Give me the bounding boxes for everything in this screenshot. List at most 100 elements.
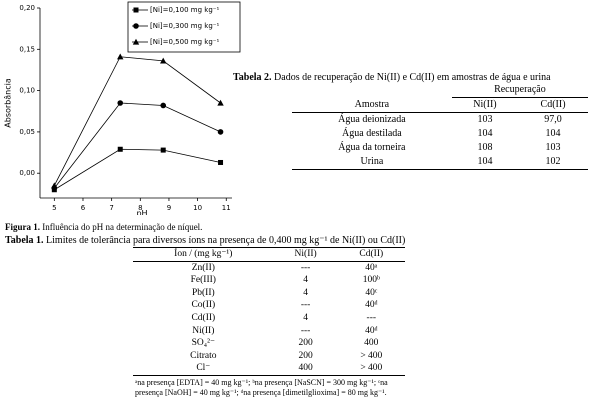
table1-title-text: Limites de tolerância para diversos íons…: [46, 235, 406, 246]
table-cell: > 400: [337, 362, 405, 376]
table-row: Fe(III) 4 100ᵇ: [133, 274, 405, 287]
table-cell: 4: [303, 275, 308, 286]
point: [117, 100, 124, 106]
table-cell: 400: [273, 362, 338, 376]
table-cell: > 400: [360, 350, 383, 361]
table-row: Pb(II) 4 40ᶜ: [133, 287, 405, 300]
table-cell: 104: [545, 128, 561, 139]
x-tick-label: 11: [222, 204, 231, 212]
y-tick-label: 0,10: [19, 87, 35, 95]
y-tick-label: 0,00: [19, 169, 35, 177]
table-cell: Água destilada: [342, 128, 402, 139]
table-cell: 40ᶜ: [365, 287, 378, 298]
legend-label: [Ni]=0,500 mg kg⁻¹: [150, 38, 219, 46]
table1-footnote: ᵃna presença [EDTA] = 40 mg kg⁻¹; ᵇna pr…: [135, 378, 388, 397]
series-line: [54, 148, 221, 191]
point: [160, 57, 167, 64]
table-cell: 4: [303, 287, 308, 298]
table-cell: 4: [303, 312, 308, 323]
table-cell: 200: [298, 350, 313, 361]
x-tick-label: 9: [167, 204, 171, 212]
x-tick-label: 8: [138, 204, 142, 212]
table-cell: Amostra: [292, 97, 452, 113]
table-cell: Ni(II): [273, 247, 338, 262]
table-cell: Pb(II): [191, 287, 215, 298]
table-row: SO₄²⁻ 200 400: [133, 337, 405, 350]
table-row: Amostra Ni(II) Cd(II): [292, 97, 588, 113]
table-cell: Água deionizada: [338, 114, 406, 125]
table-cell: ---: [300, 325, 311, 336]
table-cell: 40ᵈ: [365, 325, 378, 336]
table-cell: 103: [477, 114, 493, 125]
table-row: Co(II) --- 40ᵈ: [133, 299, 405, 312]
point: [217, 99, 224, 106]
table-cell: ---: [300, 300, 311, 311]
table-row: Recuperação: [292, 83, 588, 98]
point: [117, 146, 123, 152]
table-cell: 40ᵃ: [365, 262, 378, 273]
table2-title-text: Dados de recuperação de Ni(II) e Cd(II) …: [274, 72, 551, 83]
x-tick-label: 6: [81, 204, 86, 212]
table-cell: Citrato: [190, 350, 217, 361]
table-row: Cd(II) 4 ---: [133, 312, 405, 325]
point: [217, 129, 224, 135]
point: [160, 102, 167, 109]
y-tick-label: 0,05: [19, 128, 35, 136]
table-cell: 108: [477, 142, 493, 153]
table-cell: Água da torneira: [338, 142, 406, 153]
table-cell: Co(II): [191, 300, 216, 311]
table-cell: Ni(II): [192, 325, 215, 336]
table-cell: Cl⁻: [133, 362, 274, 376]
table-cell: 104: [451, 155, 519, 170]
table-cell: Urina: [292, 155, 452, 170]
table-row: Água destilada 104 104: [292, 127, 588, 141]
y-axis-label: Absorbância: [4, 78, 13, 128]
point: [117, 53, 124, 60]
table-cell: 103: [545, 142, 561, 153]
y-tick-label: 0,15: [19, 45, 35, 53]
x-tick-label: 5: [52, 204, 56, 212]
table-cell: SO₄²⁻: [191, 338, 215, 349]
table-cell: 102: [518, 155, 588, 170]
table1-title: Tabela 1. Limites de tolerância para div…: [5, 235, 405, 246]
y-tick-label: 0,20: [19, 4, 35, 12]
point: [218, 159, 224, 165]
x-axis-label: pH: [136, 209, 147, 215]
series-line: [54, 102, 221, 189]
x-tick-label: 10: [193, 204, 202, 212]
table-cell: Cd(II): [518, 97, 588, 113]
table-cell: Recuperação: [451, 83, 588, 98]
table-row: Zn(II) --- 40ᵃ: [133, 261, 405, 274]
table2-title: Tabela 2. Dados de recuperação de Ni(II)…: [233, 72, 551, 83]
table-row: Urina 104 102: [292, 155, 588, 170]
point: [51, 182, 58, 189]
table-row: Água da torneira 108 103: [292, 141, 588, 155]
table-cell: Cd(II): [191, 312, 216, 323]
table2: Recuperação Amostra Ni(II) Cd(II) Água deion…: [292, 83, 588, 170]
legend-marker: [133, 7, 139, 13]
table-cell: 400: [364, 338, 379, 349]
table-row: Citrato 200 > 400: [133, 350, 405, 363]
table-row: Água deionizada 103 97,0: [292, 113, 588, 128]
table1-label: Tabela 1.: [5, 235, 44, 246]
table-row: Ni(II) --- 40ᵈ: [133, 325, 405, 338]
table-cell: 40ᵈ: [365, 300, 378, 311]
x-tick-label: 7: [109, 204, 113, 212]
legend-marker: [132, 38, 140, 45]
chart: Absorbância pH 0,00 0,05 0,10 0,15 0,20 5 6 7 8 9…: [4, 1, 241, 215]
legend-label: [Ni]=0,100 mg kg⁻¹: [150, 6, 219, 14]
table-cell: 104: [477, 128, 493, 139]
table-cell: Fe(III): [190, 275, 216, 286]
table-cell: ---: [366, 312, 377, 323]
series-line: [53, 56, 221, 186]
table-cell: Íon / (mg kg⁻¹): [133, 247, 274, 262]
legend-marker: [133, 23, 139, 29]
table-cell: Zn(II): [191, 262, 215, 273]
table-cell: ---: [300, 262, 311, 273]
figure-caption: Figura 1. Influência do pH na determinaç…: [5, 222, 202, 232]
table-cell: Ni(II): [451, 97, 519, 113]
caption-text: Influência do pH na determinação de níqu…: [42, 222, 203, 232]
table-cell: 100ᵇ: [362, 275, 380, 286]
table-row: Cl⁻ 400 > 400: [133, 362, 405, 376]
